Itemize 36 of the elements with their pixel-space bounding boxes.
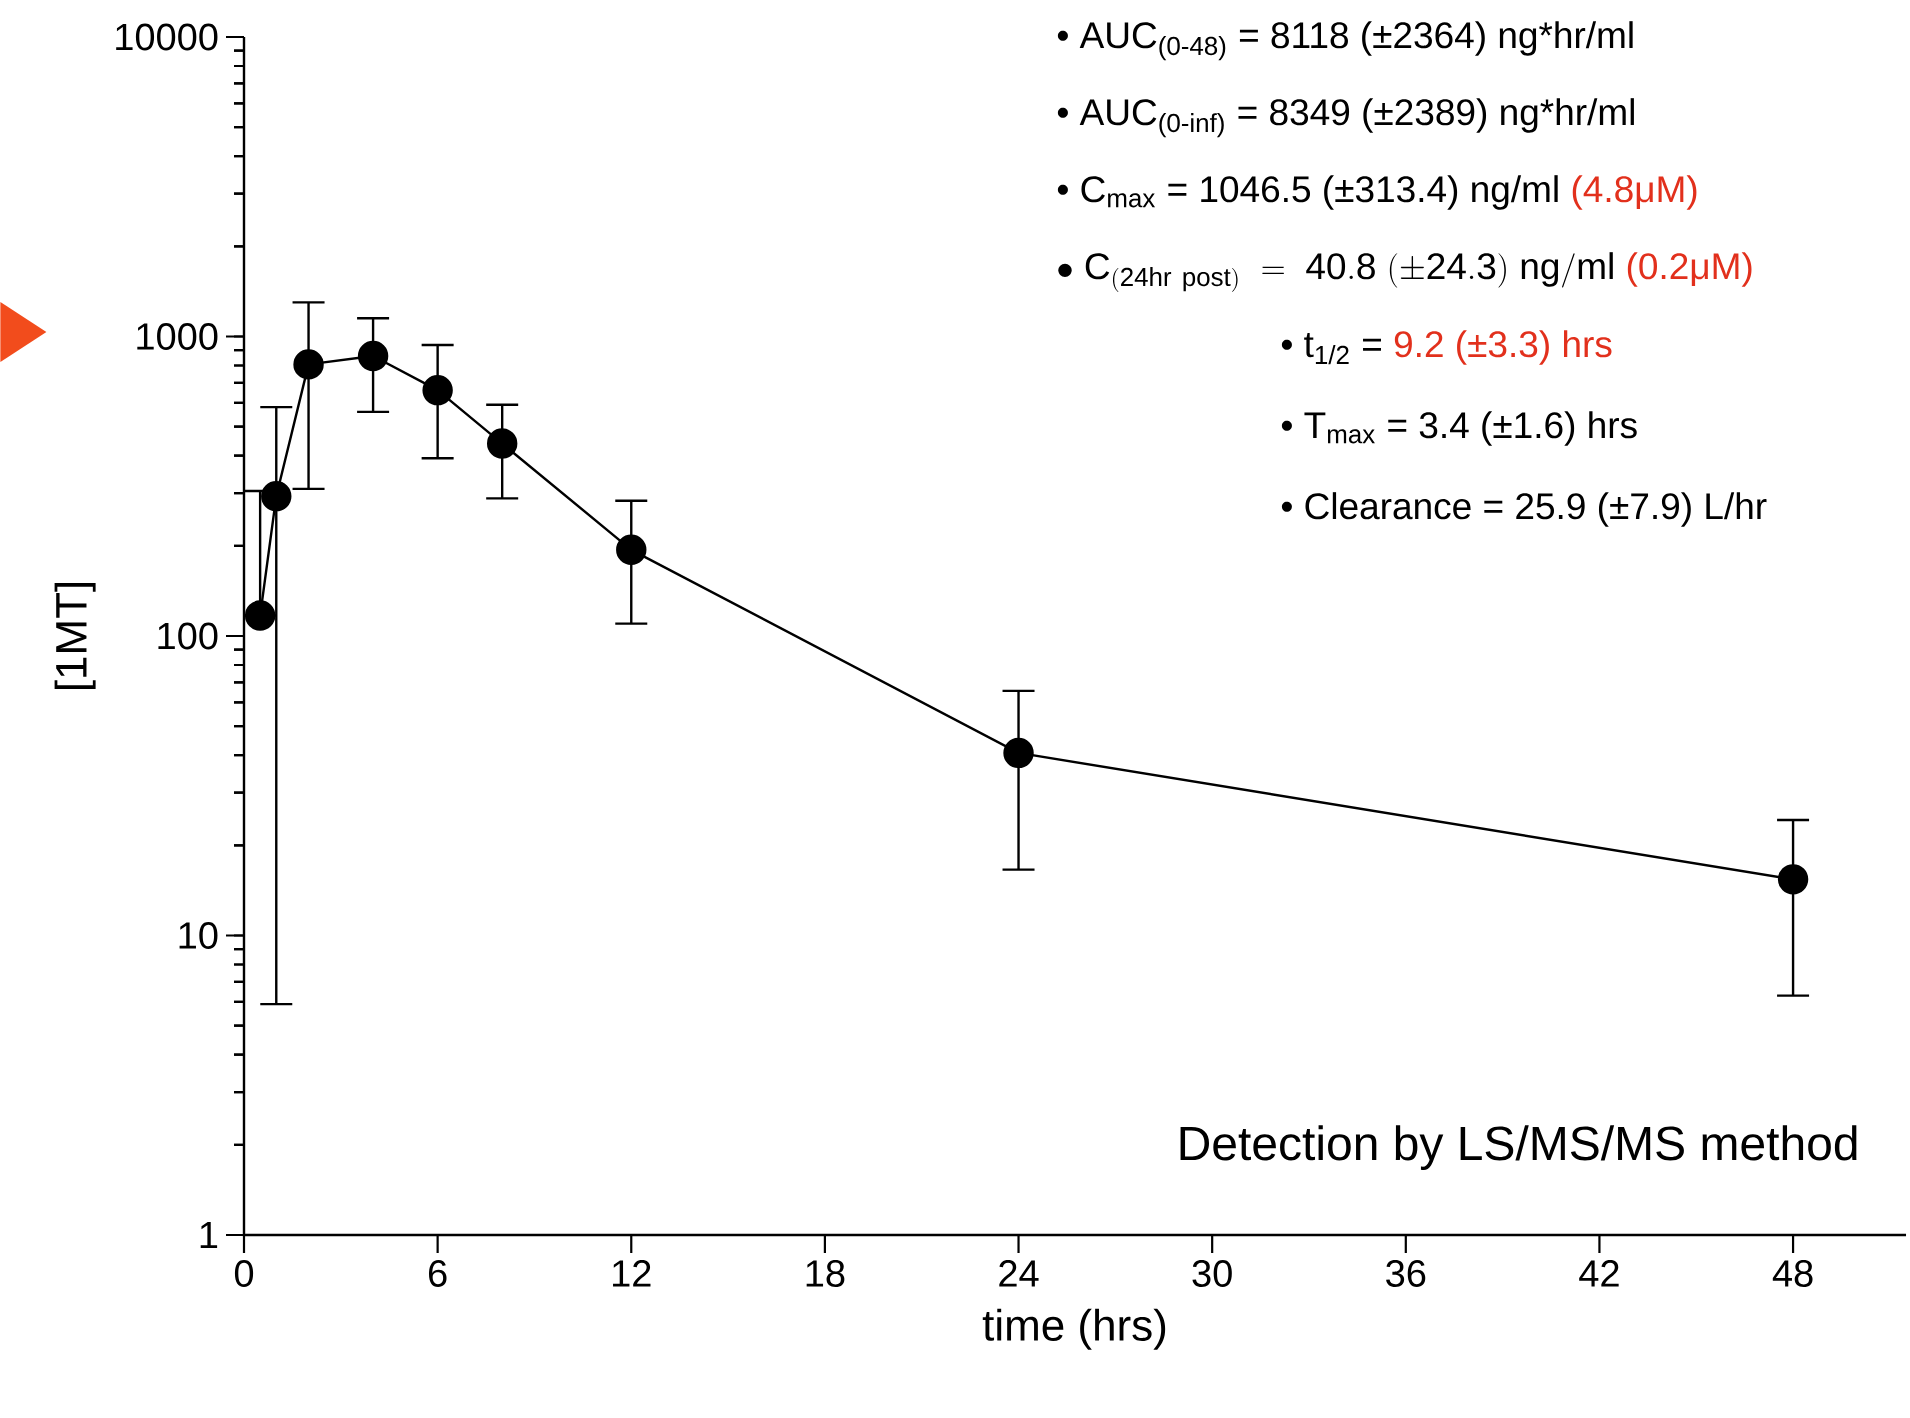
point: [486, 428, 518, 459]
annotation: 9.2 (±3.3) hrs: [1394, 330, 1612, 365]
annotation: Detection by LS/MS/MS method: [1180, 1125, 1857, 1170]
point: [1003, 737, 1034, 769]
annotation: • C$_{max}$ = 1046.5 (±313.4) ng/ml: [1057, 175, 1558, 210]
x-axis-title: time (hrs): [982, 1308, 1166, 1350]
y-tick-label: 10000: [116, 23, 218, 51]
annotation: • Clearance = 25.9 (±7.9) L/hr: [1281, 492, 1767, 527]
annotation: • t$_{1/2}$ =: [1281, 333, 1381, 365]
point: [261, 480, 292, 512]
y-tick-label: 100: [158, 622, 218, 650]
x-tick-label: 18: [806, 1260, 845, 1287]
point: [1777, 864, 1809, 895]
annotation: $\mathrm{\bullet\ C_{(24hr\ post)}\ =\ 40.8\ (\pm 24.3)\ ng/ml}$: [1058, 252, 1613, 292]
annotation: • AUC$_{(0-48)}$ = 8118 (±2364) ng*hr/ml: [1057, 21, 1633, 61]
point: [422, 374, 453, 406]
x-tick-label: 36: [1386, 1260, 1426, 1287]
point: [244, 600, 276, 631]
x-tick-label: 0: [234, 1260, 254, 1287]
x-tick-label: 24: [999, 1260, 1039, 1287]
x-tick-label: 42: [1579, 1260, 1619, 1287]
point: [293, 349, 324, 380]
x-tick-label: 6: [429, 1260, 447, 1287]
annotation: • T$_{max}$ = 3.4 (±1.6) hrs: [1281, 411, 1637, 446]
x-tick-label: 48: [1772, 1260, 1813, 1287]
point: [357, 340, 389, 372]
annotation: (0.2μM): [1627, 252, 1752, 287]
annotation: • AUC$_{(0-inf)}$ = 8349 (±2389) ng*hr/ml: [1057, 98, 1634, 138]
x-tick-label: 30: [1192, 1260, 1232, 1287]
point: [616, 534, 647, 566]
y-tick-label: 1: [200, 1221, 218, 1249]
y-tick-label: 1000: [137, 323, 218, 350]
y-axis-title: [1MT]: [54, 582, 96, 690]
x-tick-label: 12: [613, 1260, 651, 1287]
annotation: (4.8μM): [1572, 175, 1697, 210]
y-tick-label: 10: [179, 922, 218, 949]
